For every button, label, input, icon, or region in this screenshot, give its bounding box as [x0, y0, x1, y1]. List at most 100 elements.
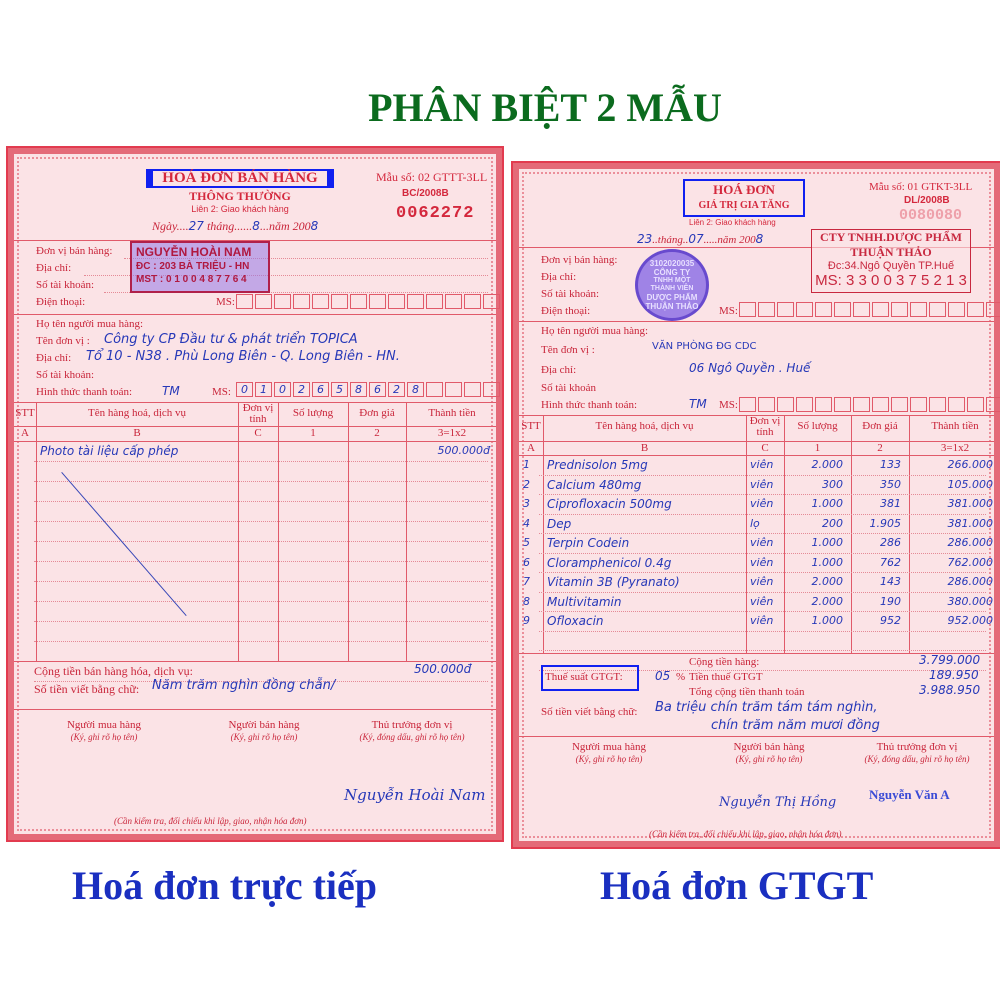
vat-invoice: HOÁ ĐƠN GIÁ TRỊ GIA TĂNG Liên 2: Giao kh…: [511, 161, 1000, 849]
year-label: năm 200: [268, 219, 311, 233]
row-line: [34, 601, 488, 602]
row-line: [539, 552, 986, 554]
direct-invoice: HOÁ ĐƠN BÁN HÀNG THÔNG THƯỜNG Liên 2: Gi…: [6, 146, 504, 842]
table-cell: 286.000: [947, 575, 994, 588]
table-cell: 1.905: [869, 516, 902, 530]
row-line: [34, 641, 488, 642]
buyer-address-label: Địa chỉ:: [541, 364, 577, 376]
column-code: A: [527, 442, 535, 454]
row-line: [539, 513, 986, 515]
table-cell: Multivitamin: [547, 594, 622, 609]
date-day: 27: [188, 219, 204, 233]
total-label: Cộng tiền bán hàng hóa, dịch vụ:: [34, 664, 193, 678]
column-header: Số lượng: [292, 407, 334, 419]
signer-role: Người bán hàng: [228, 719, 300, 731]
caption-direct-invoice: Hoá đơn trực tiếp: [72, 863, 378, 908]
table-cell: 286: [880, 536, 901, 549]
invoice-copy: Liên 2: Giao khách hàng: [191, 204, 289, 214]
strike-line: [61, 472, 187, 617]
column-code: 3=1x2: [437, 427, 467, 439]
row-line: [34, 501, 488, 502]
ms-digit: 8: [407, 382, 424, 397]
seal-line: THUẬN THẢO: [645, 302, 699, 311]
table-cell: 105.000: [947, 477, 994, 491]
invoice-number: 0062272: [396, 204, 475, 223]
series: BC/2008B: [402, 188, 449, 199]
seller-ms-label: MS:: [216, 296, 235, 308]
row-line: [539, 591, 986, 593]
row-line: [34, 461, 488, 462]
seller-ms-boxes: [236, 294, 500, 309]
divider: [14, 240, 496, 241]
table-cell: 6: [523, 555, 530, 569]
amount-in-words-line1: Ba triệu chín trăm tám tám nghìn,: [655, 700, 878, 715]
column-divider: [238, 402, 239, 661]
column-divider: [36, 402, 37, 661]
ms-digit: 6: [312, 382, 329, 397]
invoice-date: Ngày....27 tháng......8...năm 2008: [152, 219, 319, 233]
signer-note: (Ký, đóng dấu, ghi rõ họ tên): [359, 732, 465, 742]
ms-digit: 6: [369, 382, 386, 397]
table-cell: Vitamin 3B (Pyranato): [547, 575, 680, 589]
invoice-title: HOÁ ĐƠN: [713, 182, 775, 197]
table-cell: 1: [523, 458, 530, 471]
column-code: 1: [814, 442, 821, 454]
vat-rate-label: Thuế suất GTGT:: [545, 671, 623, 683]
table-cell: 1.000: [811, 536, 844, 549]
column-divider: [851, 415, 852, 653]
table-cell: 1.000: [811, 555, 844, 569]
stamp-address: ĐC : 203 BÀ TRIỆU - HN: [136, 261, 250, 272]
table-cell: Cloramphenicol 0.4g: [547, 555, 672, 570]
buyer-account-label: Số tài khoản: [541, 382, 596, 394]
table-cell: viên: [750, 614, 774, 627]
seller-signature: Nguyễn Hoài Nam: [344, 786, 486, 804]
stamp-tax-code: MS: 3 3 0 0 3 7 5 2 1 3: [815, 272, 967, 289]
payment-method: TM: [689, 397, 707, 411]
table-cell: 3: [523, 497, 530, 510]
table-cell: 200: [822, 516, 843, 530]
buyer-address: 06 Ngô Quyền . Huế: [689, 361, 811, 375]
page-title: PHÂN BIỆT 2 MẪU: [368, 85, 722, 130]
seal-code: 3102020035: [649, 259, 695, 268]
company-seal: 3102020035 CÔNG TY TNHH MỘT THÀNH VIÊN D…: [635, 249, 709, 321]
seller-account-label: Số tài khoản:: [36, 279, 95, 291]
buyer-unit-label: Tên đơn vị :: [36, 335, 90, 347]
buyer-name-label: Họ tên người mua hàng:: [36, 318, 144, 330]
table-cell: 952.000: [947, 614, 994, 627]
ms-digit-empty: [483, 382, 500, 397]
table-cell: 381.000: [947, 497, 994, 510]
month-label: tháng: [206, 219, 235, 233]
code-divider: [519, 455, 994, 456]
table-cell: 2.000: [811, 458, 844, 471]
column-header: Thành tiền: [931, 420, 979, 432]
signer-role: Thủ trưởng đơn vị: [876, 741, 958, 753]
header-divider: [519, 441, 994, 442]
signer-note: (Ký, đóng dấu, ghi rõ họ tên): [864, 754, 970, 764]
invoice-footer: (Cần kiểm tra, đối chiếu khi lập, giao, …: [649, 829, 842, 839]
vat-rate-highlight-box: [541, 665, 639, 691]
seller-address-label: Địa chỉ:: [36, 262, 72, 274]
table-cell: 952: [880, 614, 901, 627]
table-cell: 133: [880, 458, 901, 471]
seal-line: TNHH MỘT THÀNH VIÊN: [650, 277, 694, 292]
ms-digit-empty: [426, 382, 443, 397]
table-cell: Ciprofloxacin 500mg: [547, 497, 672, 511]
table-cell: viên: [750, 555, 774, 569]
column-header: STT: [15, 407, 35, 419]
form-number: Mẫu số: 02 GTTT-3LL: [376, 170, 488, 184]
table-cell: 4: [523, 516, 530, 530]
seller-signature: Nguyễn Thị Hồng: [719, 795, 837, 810]
column-code: B: [640, 442, 649, 454]
buyer-name-label: Họ tên người mua hàng:: [541, 325, 649, 337]
grand-total-label: Tổng cộng tiền thanh toán: [689, 686, 805, 698]
column-code: C: [254, 427, 262, 439]
header-divider: [14, 426, 496, 427]
signer-note: (Ký, ghi rõ họ tên): [735, 754, 803, 764]
buyer-unit: VĂN PHÒNG ĐG CDC: [652, 341, 757, 352]
ms-digit: 2: [293, 382, 310, 397]
column-code: C: [761, 442, 769, 454]
row-line: [34, 541, 488, 542]
table-cell: Calcium 480mg: [547, 477, 642, 492]
table-cell: viên: [750, 458, 774, 471]
seller-label: Đơn vị bán hàng:: [541, 254, 618, 266]
